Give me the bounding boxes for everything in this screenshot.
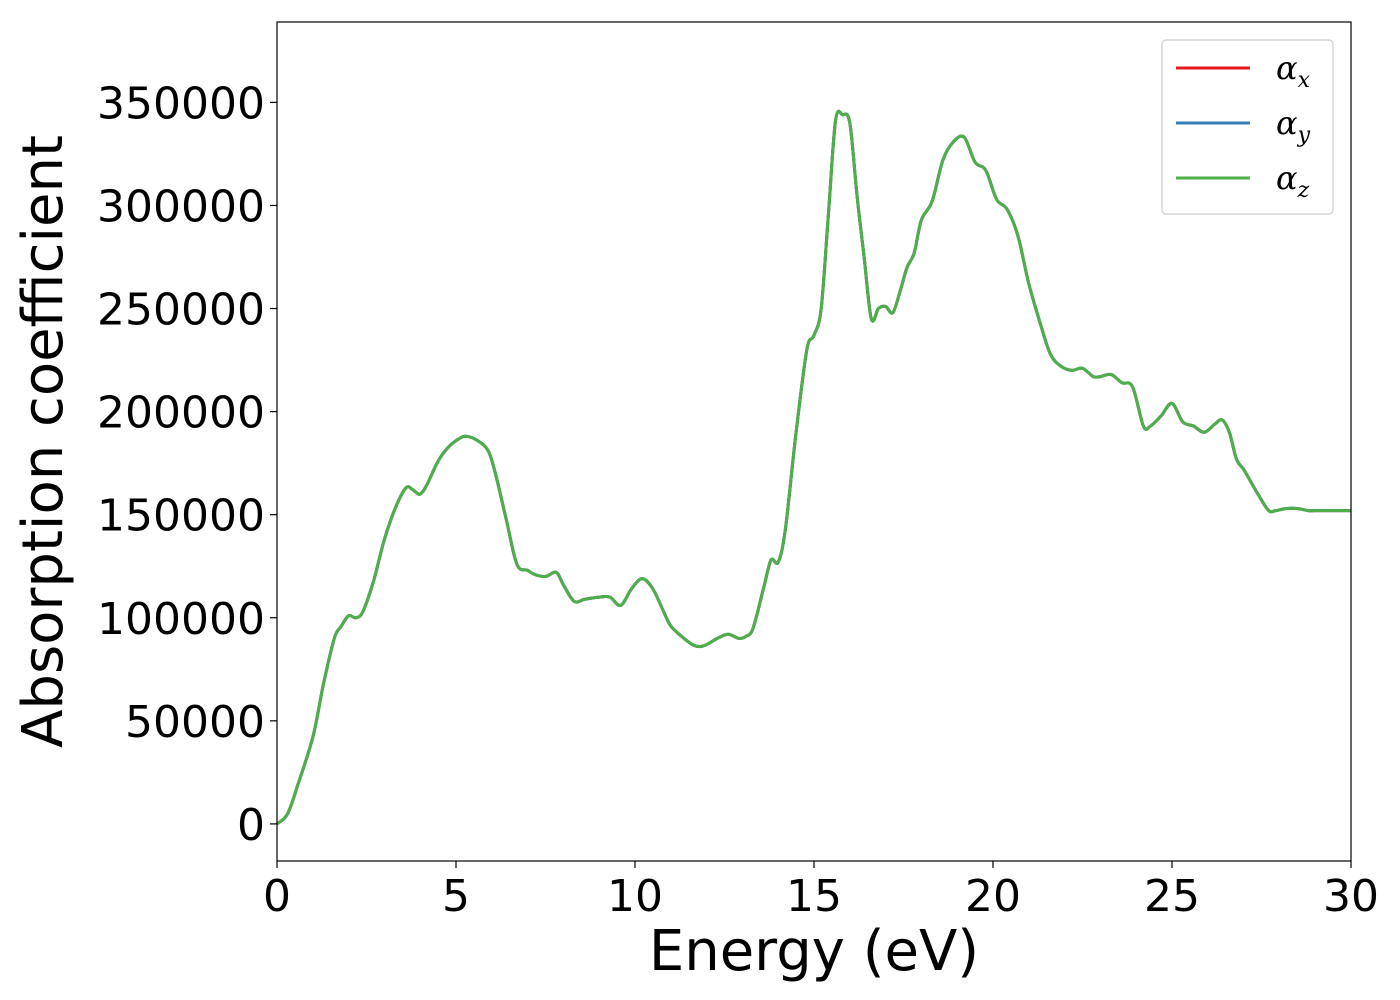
y-axis-ticks: 0 50000 100000 150000 200000 250000 300000 3500… bbox=[97, 78, 277, 851]
x-tick-label: 15 bbox=[786, 871, 842, 922]
y-tick-label: 250000 bbox=[97, 285, 265, 336]
legend: αx αy αz bbox=[1161, 39, 1334, 215]
x-tick-label: 5 bbox=[442, 871, 470, 922]
y-axis-title: Absorption coefficient bbox=[11, 135, 76, 748]
y-tick-label: 100000 bbox=[97, 594, 265, 645]
y-tick-label: 50000 bbox=[125, 697, 265, 748]
series-group bbox=[275, 109, 1351, 826]
legend-label-x: αx bbox=[1276, 49, 1311, 93]
x-tick-label: 25 bbox=[1144, 871, 1200, 922]
y-tick-label: 200000 bbox=[97, 388, 265, 439]
legend-label-z: αz bbox=[1276, 159, 1310, 203]
x-axis-ticks: 0 5 10 15 20 25 30 bbox=[263, 861, 1379, 922]
y-tick-label: 0 bbox=[237, 800, 265, 851]
x-axis-title: Energy (eV) bbox=[649, 919, 979, 984]
y-tick-label: 350000 bbox=[97, 78, 265, 129]
x-tick-label: 20 bbox=[965, 871, 1021, 922]
x-tick-label: 30 bbox=[1323, 871, 1379, 922]
x-tick-label: 0 bbox=[263, 871, 291, 922]
series-line-z bbox=[275, 109, 1351, 826]
x-tick-label: 10 bbox=[607, 871, 663, 922]
legend-label-y: αy bbox=[1276, 104, 1311, 148]
y-tick-label: 300000 bbox=[97, 181, 265, 232]
y-tick-label: 150000 bbox=[97, 491, 265, 542]
legend-box bbox=[1161, 39, 1334, 215]
